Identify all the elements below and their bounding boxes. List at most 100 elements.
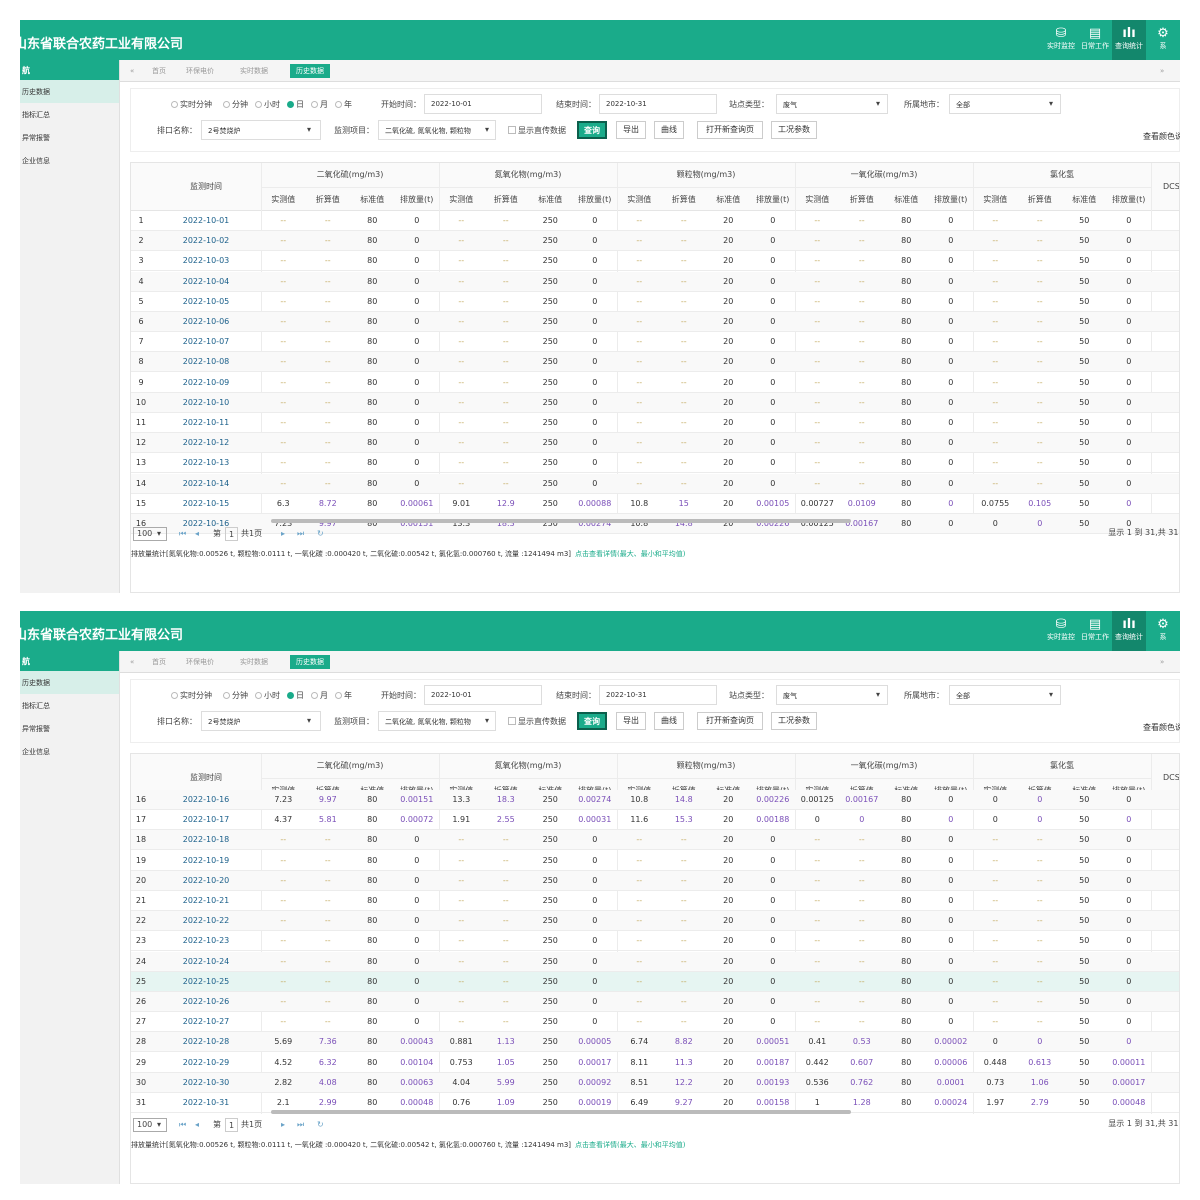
tab-2[interactable]: 实时数据 <box>240 658 268 666</box>
region-select[interactable]: 全部 <box>949 685 1061 705</box>
first-page-icon[interactable]: ⏮ <box>179 529 187 538</box>
filter-button-3[interactable]: 打开新查询页 <box>697 121 763 139</box>
radio-circle[interactable] <box>335 692 342 699</box>
radio-circle[interactable] <box>335 101 342 108</box>
next-page-icon[interactable]: ▸ <box>281 529 286 538</box>
radio-circle[interactable] <box>171 101 178 108</box>
start-time-input[interactable]: 2022-10-01 <box>424 94 542 114</box>
granularity-radio-0[interactable]: 实时分钟 <box>171 690 212 701</box>
granularity-radio-3[interactable]: 日 <box>287 690 304 701</box>
top-nav-item-1[interactable]: ▤ 日常工作 <box>1078 20 1112 60</box>
filter-button-0[interactable]: 查询 <box>577 712 607 730</box>
page-number-input[interactable]: 1 <box>225 1118 239 1132</box>
granularity-radio-0[interactable]: 实时分钟 <box>171 99 212 110</box>
horizontal-scrollbar[interactable] <box>271 519 851 523</box>
filter-button-1[interactable]: 导出 <box>616 712 646 730</box>
tabs-back-icon[interactable]: « <box>130 658 135 666</box>
radio-circle[interactable] <box>223 692 230 699</box>
tabs-forward-icon[interactable]: » <box>1160 67 1165 75</box>
prev-page-icon[interactable]: ◂ <box>195 529 200 538</box>
filter-button-2[interactable]: 曲线 <box>654 121 684 139</box>
tab-2[interactable]: 实时数据 <box>240 67 268 75</box>
summary-detail-link[interactable]: 点击查看详情(最大、最小和平均值) <box>575 550 686 558</box>
last-page-icon[interactable]: ⏭ <box>297 1120 305 1129</box>
top-nav-item-0[interactable]: ⛁ 实时监控 <box>1044 611 1078 651</box>
direct-data-checkbox[interactable]: 显示直传数据 <box>508 125 566 136</box>
first-page-icon[interactable]: ⏮ <box>179 1120 187 1129</box>
page-size-select[interactable]: 100 <box>133 1118 167 1132</box>
radio-circle[interactable] <box>171 692 178 699</box>
sidebar-item-2[interactable]: 异常报警 <box>22 725 50 733</box>
time-column-header[interactable]: 监测时间 <box>190 182 222 191</box>
sidebar-item-0[interactable]: 历史数据 <box>20 671 119 694</box>
granularity-radio-2[interactable]: 小时 <box>255 99 280 110</box>
sidebar-item-1[interactable]: 指标汇总 <box>22 702 50 710</box>
checkbox-box[interactable] <box>508 717 516 725</box>
granularity-radio-1[interactable]: 分钟 <box>223 690 248 701</box>
radio-circle[interactable] <box>287 692 294 699</box>
tabs-back-icon[interactable]: « <box>130 67 135 75</box>
outlet-select[interactable]: 2号焚烧炉 <box>201 711 321 731</box>
start-time-input[interactable]: 2022-10-01 <box>424 685 542 705</box>
granularity-radio-3[interactable]: 日 <box>287 99 304 110</box>
station-type-select[interactable]: 废气 <box>776 94 888 114</box>
granularity-radio-5[interactable]: 年 <box>335 690 352 701</box>
granularity-radio-1[interactable]: 分钟 <box>223 99 248 110</box>
radio-circle[interactable] <box>287 101 294 108</box>
outlet-select[interactable]: 2号焚烧炉 <box>201 120 321 140</box>
time-column-header[interactable]: 监测时间 <box>190 773 222 782</box>
tab-0[interactable]: 首页 <box>152 67 166 75</box>
prev-page-icon[interactable]: ◂ <box>195 1120 200 1129</box>
radio-circle[interactable] <box>311 692 318 699</box>
tab-3[interactable]: 历史数据 <box>290 655 330 669</box>
tab-3[interactable]: 历史数据 <box>290 64 330 78</box>
filter-button-1[interactable]: 导出 <box>616 121 646 139</box>
radio-circle[interactable] <box>255 692 262 699</box>
page-number-input[interactable]: 1 <box>225 527 239 541</box>
sidebar-item-3[interactable]: 企业信息 <box>22 157 50 165</box>
filter-button-0[interactable]: 查询 <box>577 121 607 139</box>
granularity-radio-4[interactable]: 月 <box>311 99 328 110</box>
filter-button-4[interactable]: 工况参数 <box>771 712 817 730</box>
monitor-item-select[interactable]: 二氧化硫, 氮氧化物, 颗粒物 <box>378 711 496 731</box>
direct-data-checkbox[interactable]: 显示直传数据 <box>508 716 566 727</box>
top-nav-item-3[interactable]: ⚙ 系 <box>1146 611 1180 651</box>
color-legend-link[interactable]: 查看颜色说明 <box>1143 132 1180 141</box>
refresh-icon[interactable]: ↻ <box>317 529 324 538</box>
filter-button-4[interactable]: 工况参数 <box>771 121 817 139</box>
radio-circle[interactable] <box>223 101 230 108</box>
end-time-input[interactable]: 2022-10-31 <box>599 94 717 114</box>
end-time-input[interactable]: 2022-10-31 <box>599 685 717 705</box>
monitor-item-select[interactable]: 二氧化硫, 氮氧化物, 颗粒物 <box>378 120 496 140</box>
tab-0[interactable]: 首页 <box>152 658 166 666</box>
granularity-radio-5[interactable]: 年 <box>335 99 352 110</box>
sidebar-item-0[interactable]: 历史数据 <box>20 80 119 103</box>
tab-1[interactable]: 环保电价 <box>186 658 214 666</box>
horizontal-scrollbar[interactable] <box>271 1110 851 1114</box>
top-nav-item-1[interactable]: ▤ 日常工作 <box>1078 611 1112 651</box>
top-nav-item-0[interactable]: ⛁ 实时监控 <box>1044 20 1078 60</box>
radio-circle[interactable] <box>311 101 318 108</box>
checkbox-box[interactable] <box>508 126 516 134</box>
color-legend-link[interactable]: 查看颜色说明 <box>1143 723 1180 732</box>
tabs-forward-icon[interactable]: » <box>1160 658 1165 666</box>
region-select[interactable]: 全部 <box>949 94 1061 114</box>
granularity-radio-2[interactable]: 小时 <box>255 690 280 701</box>
top-nav-item-2[interactable]: ılı 查询统计 <box>1112 20 1146 60</box>
tab-1[interactable]: 环保电价 <box>186 67 214 75</box>
station-type-select[interactable]: 废气 <box>776 685 888 705</box>
top-nav-item-2[interactable]: ılı 查询统计 <box>1112 611 1146 651</box>
filter-button-3[interactable]: 打开新查询页 <box>697 712 763 730</box>
sidebar-item-1[interactable]: 指标汇总 <box>22 111 50 119</box>
page-size-select[interactable]: 100 <box>133 527 167 541</box>
top-nav-item-3[interactable]: ⚙ 系 <box>1146 20 1180 60</box>
filter-button-2[interactable]: 曲线 <box>654 712 684 730</box>
sidebar-item-2[interactable]: 异常报警 <box>22 134 50 142</box>
radio-circle[interactable] <box>255 101 262 108</box>
last-page-icon[interactable]: ⏭ <box>297 529 305 538</box>
sidebar-item-3[interactable]: 企业信息 <box>22 748 50 756</box>
summary-detail-link[interactable]: 点击查看详情(最大、最小和平均值) <box>575 1141 686 1149</box>
refresh-icon[interactable]: ↻ <box>317 1120 324 1129</box>
next-page-icon[interactable]: ▸ <box>281 1120 286 1129</box>
granularity-radio-4[interactable]: 月 <box>311 690 328 701</box>
